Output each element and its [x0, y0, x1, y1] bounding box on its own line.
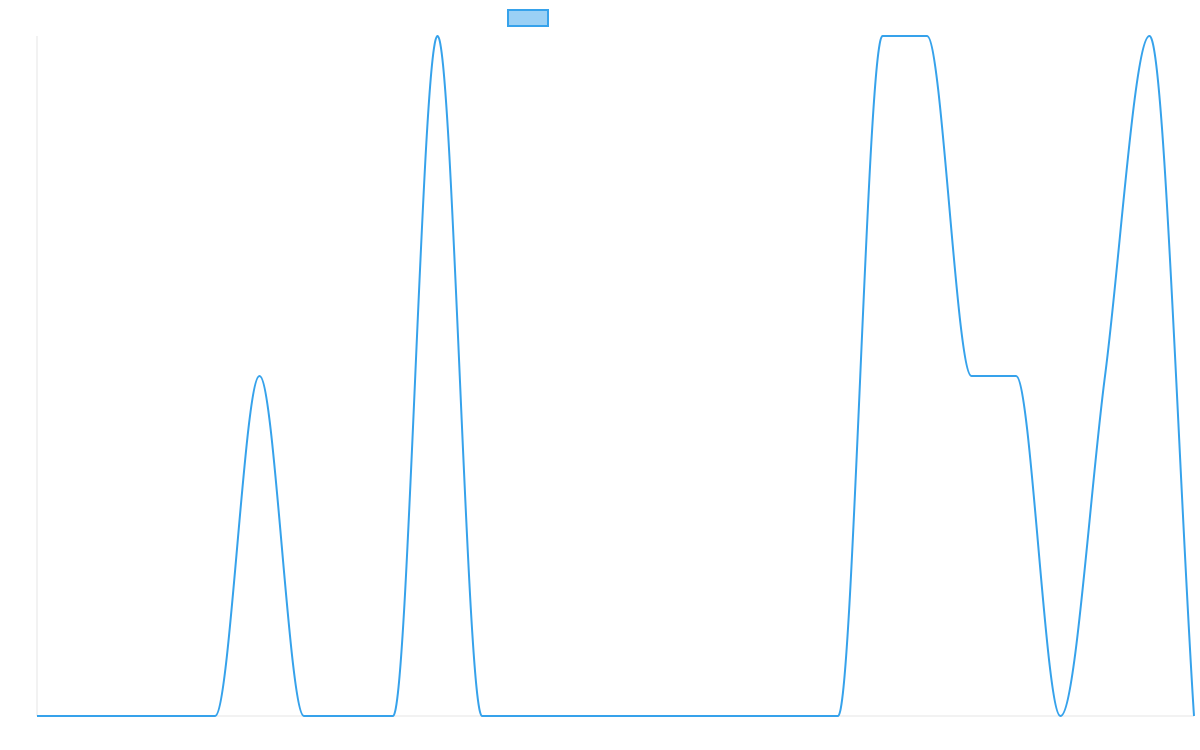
data-point-21[interactable]: [969, 373, 975, 379]
data-point-4[interactable]: [212, 713, 218, 719]
data-point-22[interactable]: [1013, 373, 1019, 379]
data-point-2[interactable]: [123, 713, 129, 719]
data-point-14[interactable]: [657, 713, 663, 719]
data-point-0[interactable]: [34, 713, 40, 719]
data-point-8[interactable]: [390, 713, 396, 719]
data-point-12[interactable]: [568, 713, 574, 719]
data-point-11[interactable]: [524, 713, 530, 719]
data-point-26[interactable]: [1191, 713, 1197, 719]
data-point-17[interactable]: [791, 713, 797, 719]
data-point-25[interactable]: [1147, 33, 1153, 39]
data-point-23[interactable]: [1058, 713, 1064, 719]
series-line: [37, 34, 1195, 718]
data-point-7[interactable]: [346, 713, 352, 719]
data-point-13[interactable]: [613, 713, 619, 719]
data-point-1[interactable]: [79, 713, 85, 719]
data-point-3[interactable]: [168, 713, 174, 719]
data-point-24[interactable]: [1102, 373, 1108, 379]
data-point-10[interactable]: [479, 713, 485, 719]
data-point-5[interactable]: [257, 373, 263, 379]
data-point-6[interactable]: [301, 713, 307, 719]
data-point-9[interactable]: [435, 33, 441, 39]
data-points: [34, 33, 1197, 719]
legend-swatch[interactable]: [507, 9, 549, 27]
data-point-18[interactable]: [835, 713, 841, 719]
data-point-16[interactable]: [746, 713, 752, 719]
data-point-20[interactable]: [924, 33, 930, 39]
data-point-15[interactable]: [702, 713, 708, 719]
data-point-19[interactable]: [880, 33, 886, 39]
